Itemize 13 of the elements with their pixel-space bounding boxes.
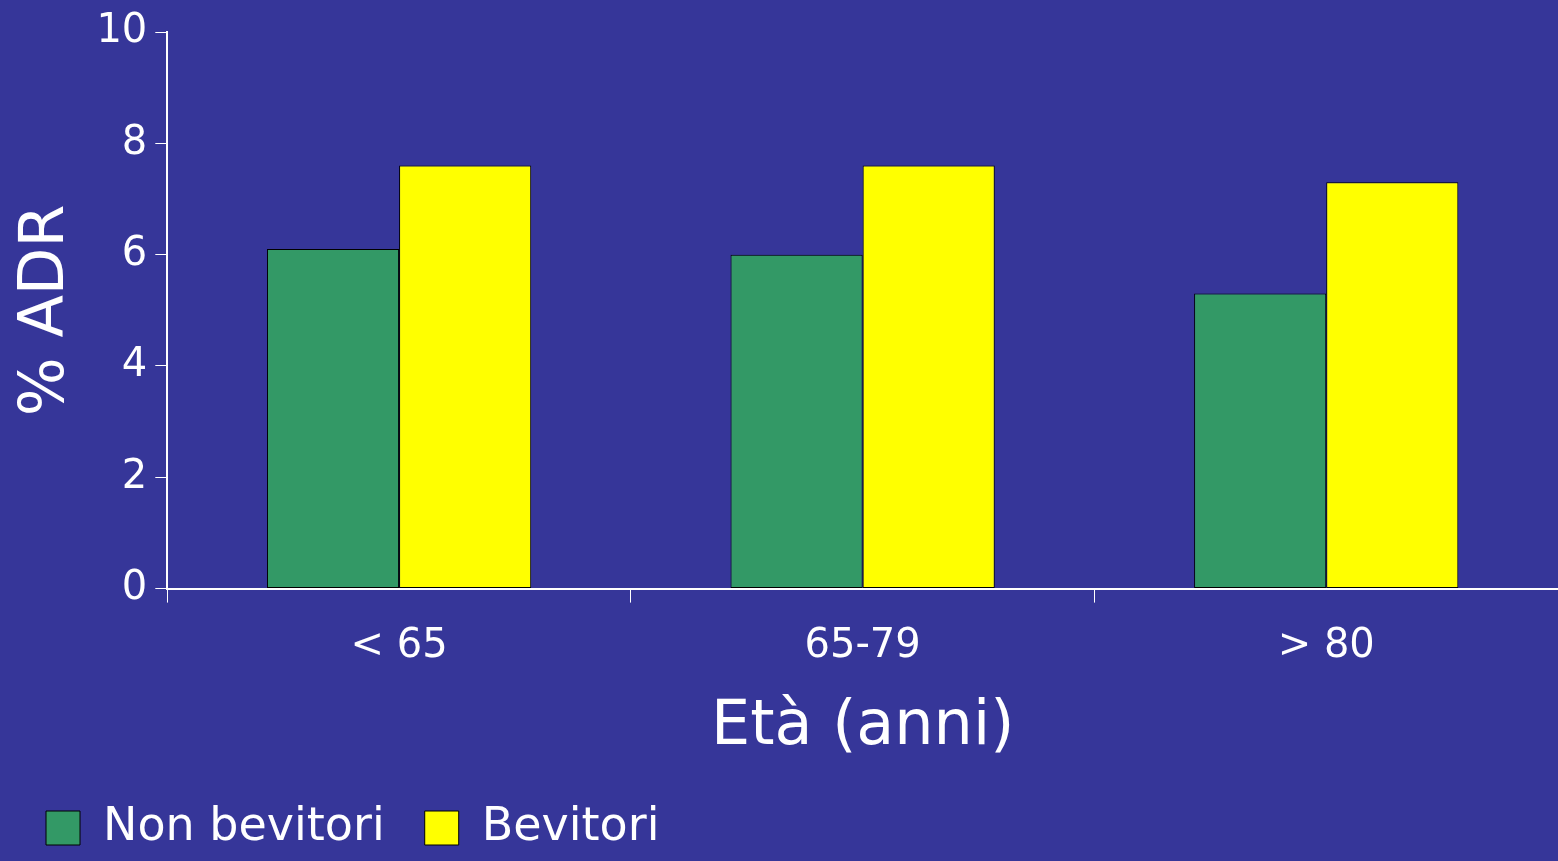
- x-axis-title: Età (anni): [710, 685, 1015, 759]
- legend-label: Non bevitori: [103, 796, 385, 851]
- x-tick-label: 65-79: [804, 619, 921, 666]
- y-tick-label: 8: [121, 116, 148, 163]
- y-tick-label: 2: [121, 450, 148, 497]
- y-tick-label: 10: [96, 5, 148, 52]
- legend-label: Bevitori: [481, 796, 660, 851]
- y-tick-label: 6: [121, 228, 148, 275]
- y-tick-label: 0: [121, 561, 148, 608]
- y-axis-title: % ADR: [5, 204, 79, 417]
- x-tick-label: < 65: [350, 619, 448, 666]
- x-tick-label: > 80: [1277, 619, 1375, 666]
- y-tick-label: 4: [121, 339, 148, 386]
